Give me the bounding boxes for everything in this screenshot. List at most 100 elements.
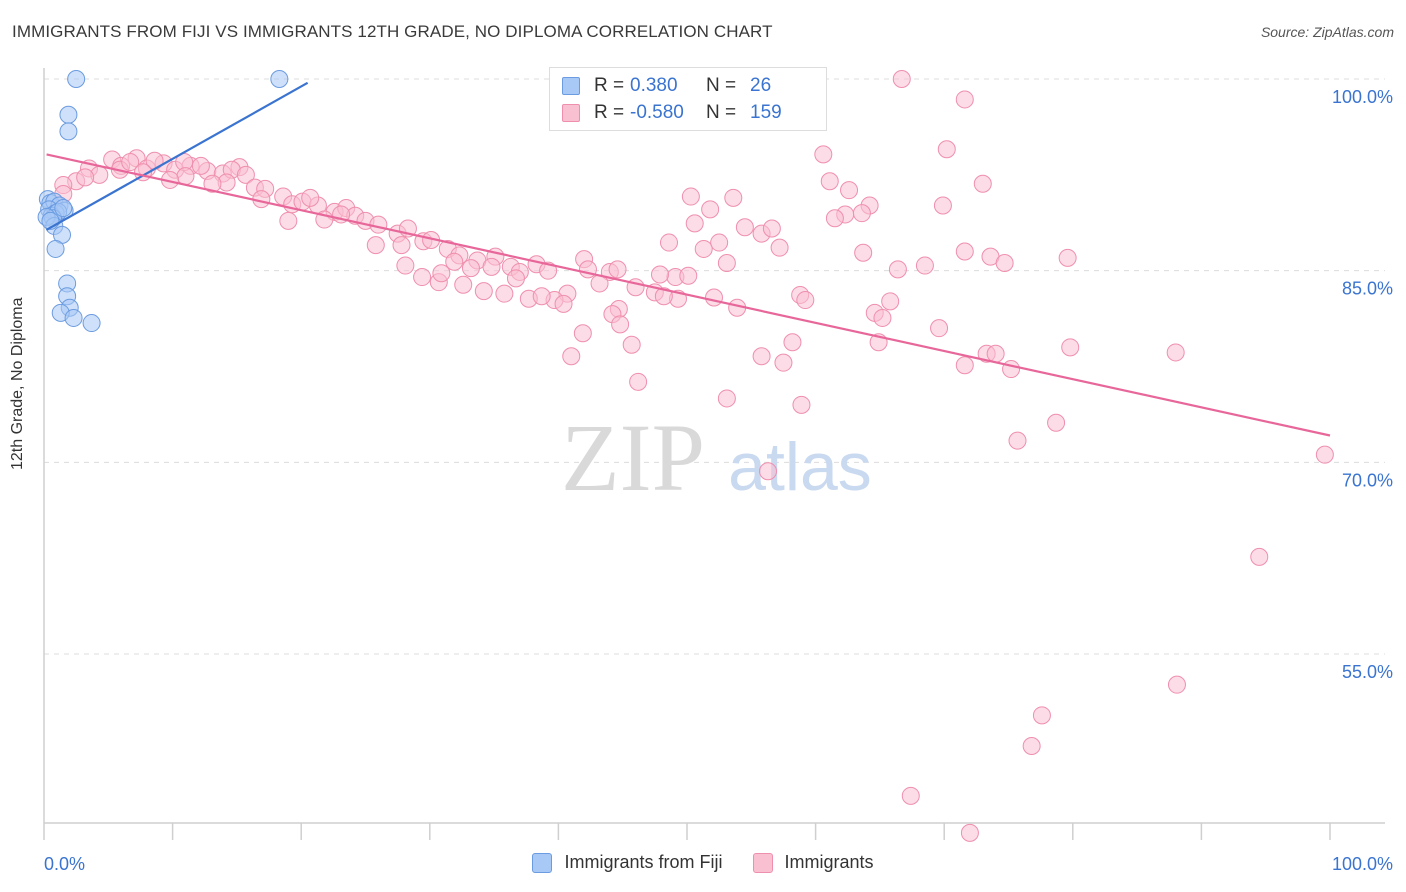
- data-point-immigrants: [792, 395, 811, 414]
- y-tick-label: 85.0%: [1342, 279, 1393, 299]
- data-point-immigrants: [573, 324, 592, 343]
- data-point-immigrants: [852, 204, 871, 223]
- data-point-immigrants: [1167, 675, 1186, 694]
- data-point-immigrants: [432, 264, 451, 283]
- tick-labels: 55.0% 70.0% 85.0% 100.0% 0.0% 100.0%: [44, 87, 1393, 874]
- data-point-immigrants: [396, 256, 415, 275]
- data-point-fiji: [54, 199, 73, 218]
- legend-swatch-immigrants: [562, 104, 580, 122]
- data-point-immigrants: [840, 181, 859, 200]
- data-point-immigrants: [461, 259, 480, 278]
- data-point-immigrants: [937, 140, 956, 159]
- x-tick-label: 0.0%: [44, 854, 85, 874]
- data-point-immigrants: [562, 347, 581, 366]
- legend-swatch-fiji: [562, 77, 580, 95]
- data-point-immigrants: [554, 294, 573, 313]
- data-point-immigrants: [854, 243, 873, 262]
- data-point-immigrants: [482, 257, 501, 276]
- data-point-immigrants: [814, 145, 833, 164]
- watermark-zip: ZIP: [561, 404, 705, 511]
- data-point-immigrants: [717, 254, 736, 272]
- trend-line-immigrants: [46, 153, 1331, 437]
- data-point-immigrants: [955, 242, 974, 261]
- data-point-immigrants: [121, 153, 140, 172]
- data-point-immigrants: [774, 353, 793, 372]
- data-point-immigrants: [960, 823, 979, 842]
- data-point-immigrants: [622, 335, 641, 354]
- data-point-immigrants: [930, 319, 949, 338]
- legend-item-immigrants[interactable]: Immigrants: [752, 852, 874, 873]
- data-point-immigrants: [1008, 431, 1027, 450]
- stats-legend: R = 0.380 N = 26 R = -0.580 N = 159: [549, 67, 827, 131]
- data-point-immigrants: [392, 236, 411, 255]
- r-label: R =: [594, 75, 625, 96]
- data-point-immigrants: [873, 308, 892, 327]
- data-point-immigrants: [685, 214, 704, 233]
- stats-row-fiji: R = 0.380 N = 26: [562, 73, 771, 99]
- r-label: R =: [594, 102, 625, 123]
- legend-label-immigrants: Immigrants: [784, 852, 874, 872]
- data-point-immigrants: [752, 347, 771, 366]
- n-label: N =: [706, 75, 737, 96]
- data-point-immigrants: [366, 236, 385, 255]
- data-point-immigrants: [1002, 360, 1021, 379]
- data-point-immigrants: [955, 90, 974, 109]
- data-point-immigrants: [236, 165, 255, 184]
- source-label: Source: ZipAtlas.com: [1260, 24, 1394, 40]
- stats-row-immigrants: R = -0.580 N = 159: [562, 100, 782, 126]
- data-point-immigrants: [1022, 737, 1041, 755]
- watermark: ZIP atlas: [561, 404, 872, 511]
- data-point-immigrants: [783, 333, 802, 352]
- data-point-immigrants: [176, 167, 195, 186]
- data-point-immigrants: [759, 462, 778, 481]
- n-value-immigrants: 159: [750, 102, 782, 123]
- data-point-immigrants: [762, 219, 781, 238]
- data-point-immigrants: [1166, 343, 1185, 362]
- data-point-immigrants: [796, 291, 815, 310]
- data-point-immigrants: [995, 254, 1014, 272]
- data-point-immigrants: [611, 315, 630, 334]
- data-point-immigrants: [770, 238, 789, 257]
- data-point-immigrants: [608, 260, 627, 279]
- y-axis-label: 12th Grade, No Diploma: [9, 297, 26, 470]
- n-value-fiji: 26: [750, 75, 772, 96]
- data-point-fiji: [59, 105, 78, 124]
- data-point-immigrants: [820, 172, 839, 191]
- data-point-immigrants: [495, 284, 514, 303]
- data-point-immigrants: [888, 260, 907, 279]
- data-point-immigrants: [705, 288, 724, 307]
- y-tick-label: 70.0%: [1342, 470, 1393, 490]
- watermark-atlas: atlas: [728, 429, 872, 505]
- y-tick-label: 100.0%: [1332, 87, 1393, 107]
- data-point-immigrants: [1250, 547, 1269, 566]
- data-point-fiji: [64, 308, 83, 327]
- data-point-immigrants: [413, 268, 432, 287]
- data-point-immigrants: [76, 168, 95, 187]
- data-point-immigrants: [933, 196, 952, 215]
- r-value-immigrants: -0.580: [630, 102, 684, 123]
- data-point-immigrants: [973, 174, 992, 193]
- data-point-fiji: [59, 122, 78, 141]
- data-point-immigrants: [901, 786, 920, 805]
- data-point-immigrants: [955, 356, 974, 375]
- data-point-immigrants: [717, 389, 736, 408]
- series-legend: Immigrants from Fiji Immigrants: [0, 852, 1406, 873]
- data-point-fiji: [46, 239, 65, 258]
- data-point-immigrants: [825, 209, 844, 228]
- data-point-immigrants: [881, 292, 900, 311]
- legend-item-fiji[interactable]: Immigrants from Fiji: [532, 852, 723, 873]
- n-label: N =: [706, 102, 737, 123]
- data-point-immigrants: [701, 200, 720, 219]
- y-tick-label: 55.0%: [1342, 662, 1393, 682]
- legend-swatch-immigrants: [752, 852, 773, 873]
- data-point-fiji: [270, 70, 289, 88]
- data-point-immigrants: [203, 174, 222, 193]
- data-point-immigrants: [539, 261, 558, 280]
- trend-line-fiji: [46, 81, 309, 231]
- series-fiji-points: [37, 70, 289, 333]
- data-point-immigrants: [1058, 248, 1077, 267]
- x-tick-label: 100.0%: [1332, 854, 1393, 874]
- data-point-immigrants: [710, 233, 729, 252]
- data-point-immigrants: [986, 344, 1005, 363]
